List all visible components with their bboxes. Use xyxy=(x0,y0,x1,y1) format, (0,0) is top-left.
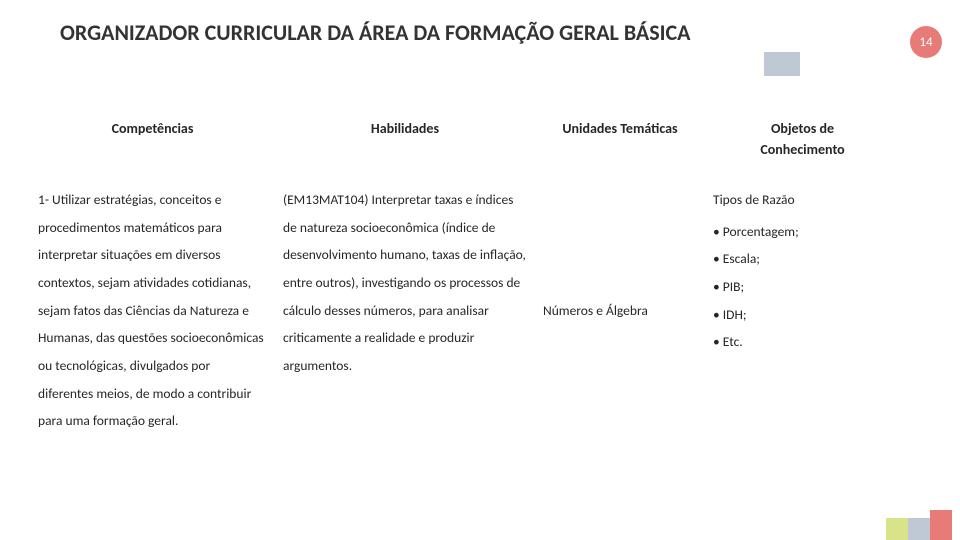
corner-decoration xyxy=(886,510,952,540)
deco-square-red xyxy=(930,510,952,540)
page-number-badge: 14 xyxy=(910,26,942,58)
header-decoration xyxy=(764,52,800,76)
col-header-competencias: Competências xyxy=(30,110,275,176)
cell-habilidades: (EM13MAT104) Interpretar taxas e índices… xyxy=(275,176,535,443)
objetos-list: Porcentagem; Escala; PIB; IDH; Etc. xyxy=(713,218,892,356)
objetos-item: Etc. xyxy=(713,328,892,356)
unidades-value: Números e Álgebra xyxy=(543,297,648,325)
objetos-item: PIB; xyxy=(713,273,892,301)
objetos-item: Escala; xyxy=(713,245,892,273)
cell-competencias: 1- Utilizar estratégias, conceitos e pro… xyxy=(30,176,275,443)
objetos-item: IDH; xyxy=(713,301,892,329)
deco-square-green xyxy=(886,518,908,540)
cell-objetos: Tipos de Razão Porcentagem; Escala; PIB;… xyxy=(705,176,900,443)
cell-unidades: Números e Álgebra xyxy=(535,176,705,443)
col-header-objetos-line2: Conhecimento xyxy=(760,141,844,158)
col-header-objetos-line1: Objetos de xyxy=(771,120,834,137)
col-header-objetos: Objetos de Conhecimento xyxy=(705,110,900,176)
col-header-habilidades: Habilidades xyxy=(275,110,535,176)
objetos-lead: Tipos de Razão xyxy=(713,186,892,214)
col-header-unidades: Unidades Temáticas xyxy=(535,110,705,176)
curriculum-table: Competências Habilidades Unidades Temáti… xyxy=(30,110,934,443)
page-title: ORGANIZADOR CURRICULAR DA ÁREA DA FORMAÇ… xyxy=(60,20,720,46)
objetos-item: Porcentagem; xyxy=(713,218,892,246)
deco-square-gray xyxy=(908,518,930,540)
